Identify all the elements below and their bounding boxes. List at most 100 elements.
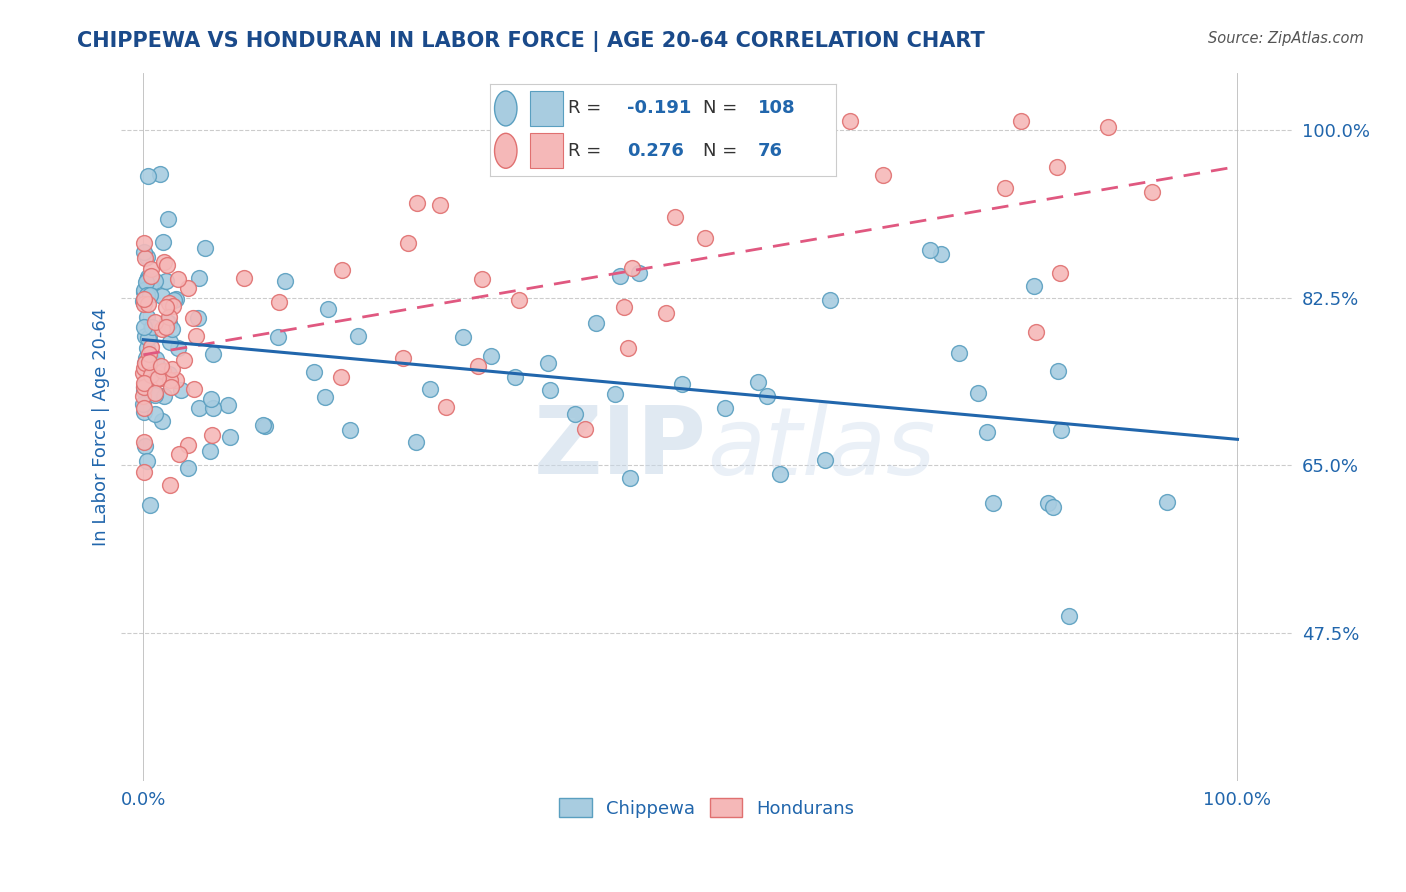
Point xyxy=(1050,423,1073,437)
Point xyxy=(157,295,180,310)
Point xyxy=(156,315,179,329)
Point xyxy=(136,453,159,467)
Point xyxy=(153,389,176,403)
Point xyxy=(134,252,156,266)
Point xyxy=(139,350,162,364)
Point xyxy=(145,351,167,366)
Point xyxy=(1140,185,1163,199)
Point xyxy=(134,356,156,370)
Point xyxy=(134,291,156,305)
Point xyxy=(183,383,205,397)
Point xyxy=(132,319,155,334)
Point xyxy=(177,461,200,475)
Point xyxy=(585,317,607,331)
Point xyxy=(695,230,717,244)
Point xyxy=(1025,326,1047,340)
Point xyxy=(136,169,159,183)
Point xyxy=(145,315,167,329)
Point xyxy=(931,247,953,261)
Point xyxy=(621,260,644,275)
Point xyxy=(132,360,155,375)
Point xyxy=(132,380,155,394)
Point xyxy=(302,365,325,379)
Point xyxy=(232,271,254,285)
Point xyxy=(314,390,336,404)
Point xyxy=(994,181,1017,195)
Point xyxy=(574,422,596,436)
Point xyxy=(200,444,222,458)
Point xyxy=(503,369,526,384)
Point xyxy=(617,342,640,356)
Point xyxy=(619,471,641,485)
Legend: Chippewa, Hondurans: Chippewa, Hondurans xyxy=(553,791,862,825)
Point xyxy=(134,377,156,392)
Point xyxy=(405,434,427,449)
Point xyxy=(157,310,180,325)
Point xyxy=(162,362,184,376)
Point xyxy=(655,306,678,320)
Y-axis label: In Labor Force | Age 20-64: In Labor Force | Age 20-64 xyxy=(93,308,110,546)
Point xyxy=(747,376,769,390)
Point xyxy=(316,301,339,316)
Point xyxy=(159,477,181,491)
Point xyxy=(136,250,159,264)
Point xyxy=(134,356,156,370)
Point xyxy=(330,262,353,277)
Point xyxy=(201,428,224,442)
Point xyxy=(143,357,166,371)
Point xyxy=(136,310,159,324)
Point xyxy=(177,438,200,452)
Point xyxy=(756,389,779,403)
Point xyxy=(138,297,160,311)
Point xyxy=(1046,364,1069,378)
Point xyxy=(136,331,159,345)
Point xyxy=(429,198,451,212)
Point xyxy=(267,330,290,344)
Point xyxy=(155,320,177,334)
Point xyxy=(152,235,174,249)
Point xyxy=(1156,495,1178,509)
Point xyxy=(155,274,177,288)
Point xyxy=(165,373,187,387)
Point xyxy=(134,440,156,454)
Point xyxy=(471,272,494,286)
Point xyxy=(671,376,693,391)
Point xyxy=(839,113,862,128)
Text: ZIP: ZIP xyxy=(534,402,707,494)
Point xyxy=(252,418,274,433)
Point xyxy=(872,168,894,182)
Point xyxy=(138,355,160,369)
Point xyxy=(132,401,155,416)
Point xyxy=(157,367,180,381)
Point xyxy=(132,285,155,299)
Point xyxy=(605,387,627,401)
Point xyxy=(141,356,163,370)
Point xyxy=(132,384,155,399)
Point xyxy=(134,435,156,450)
Point xyxy=(918,243,941,257)
Point xyxy=(814,453,837,467)
Point xyxy=(155,300,177,314)
Point xyxy=(139,368,162,382)
Point xyxy=(139,268,162,283)
Point xyxy=(1038,496,1060,510)
Point xyxy=(160,380,183,394)
Point xyxy=(434,400,457,414)
Point xyxy=(613,300,636,314)
Point xyxy=(273,274,295,288)
Point xyxy=(159,373,181,387)
Point xyxy=(347,328,370,343)
Point xyxy=(188,271,211,285)
Point xyxy=(254,418,277,433)
Point xyxy=(145,358,167,372)
Point xyxy=(218,429,240,443)
Point xyxy=(138,347,160,361)
Text: CHIPPEWA VS HONDURAN IN LABOR FORCE | AGE 20-64 CORRELATION CHART: CHIPPEWA VS HONDURAN IN LABOR FORCE | AG… xyxy=(77,31,986,53)
Point xyxy=(166,272,188,286)
Point xyxy=(132,405,155,419)
Point xyxy=(149,167,172,181)
Point xyxy=(134,465,156,479)
Point xyxy=(217,398,239,412)
Point xyxy=(1049,266,1071,280)
Point xyxy=(1046,160,1069,174)
